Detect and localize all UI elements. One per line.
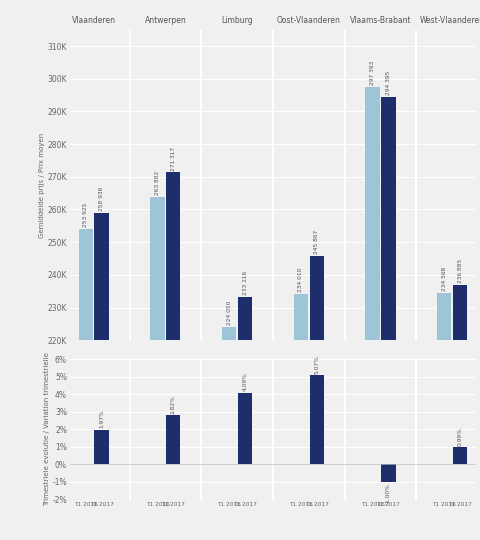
Bar (222, 327, 236, 540)
Text: 2.82%: 2.82% (170, 395, 176, 414)
Bar (452, 447, 466, 464)
Y-axis label: Trimestriele evolutie / Variation trimestrielle: Trimestriele evolutie / Variation trimes… (44, 353, 49, 506)
Text: 294 395: 294 395 (385, 71, 390, 95)
Bar (94, 213, 108, 540)
Text: 233 216: 233 216 (242, 271, 247, 295)
Bar (237, 393, 252, 464)
Text: 236 885: 236 885 (456, 259, 462, 283)
Bar (94, 430, 108, 464)
Bar (237, 297, 252, 540)
Bar (79, 230, 93, 540)
Bar (293, 294, 308, 540)
Text: 0.99%: 0.99% (456, 427, 462, 446)
Text: 4.09%: 4.09% (242, 373, 247, 391)
Bar (452, 285, 466, 540)
Text: 271 317: 271 317 (170, 146, 176, 171)
Text: 245 867: 245 867 (313, 230, 319, 254)
Y-axis label: Gemiddelde prijs / Prix moyen: Gemiddelde prijs / Prix moyen (38, 132, 45, 238)
Bar (309, 375, 323, 464)
Bar (381, 464, 395, 482)
Bar (381, 97, 395, 540)
Text: 253 925: 253 925 (83, 203, 88, 227)
Text: 297 393: 297 393 (369, 61, 374, 85)
Bar (436, 293, 451, 540)
Text: -1.00%: -1.00% (385, 483, 390, 504)
Text: 234 010: 234 010 (298, 268, 303, 293)
Bar (166, 415, 180, 464)
Text: 1.97%: 1.97% (99, 410, 104, 428)
Bar (150, 197, 164, 540)
Bar (309, 255, 323, 540)
Bar (166, 172, 180, 540)
Text: 258 936: 258 936 (99, 187, 104, 211)
Text: 234 568: 234 568 (441, 266, 446, 291)
Bar (365, 87, 379, 540)
Text: 5.07%: 5.07% (313, 355, 319, 374)
Text: 224 050: 224 050 (226, 301, 231, 325)
Text: 263 882: 263 882 (155, 171, 160, 195)
